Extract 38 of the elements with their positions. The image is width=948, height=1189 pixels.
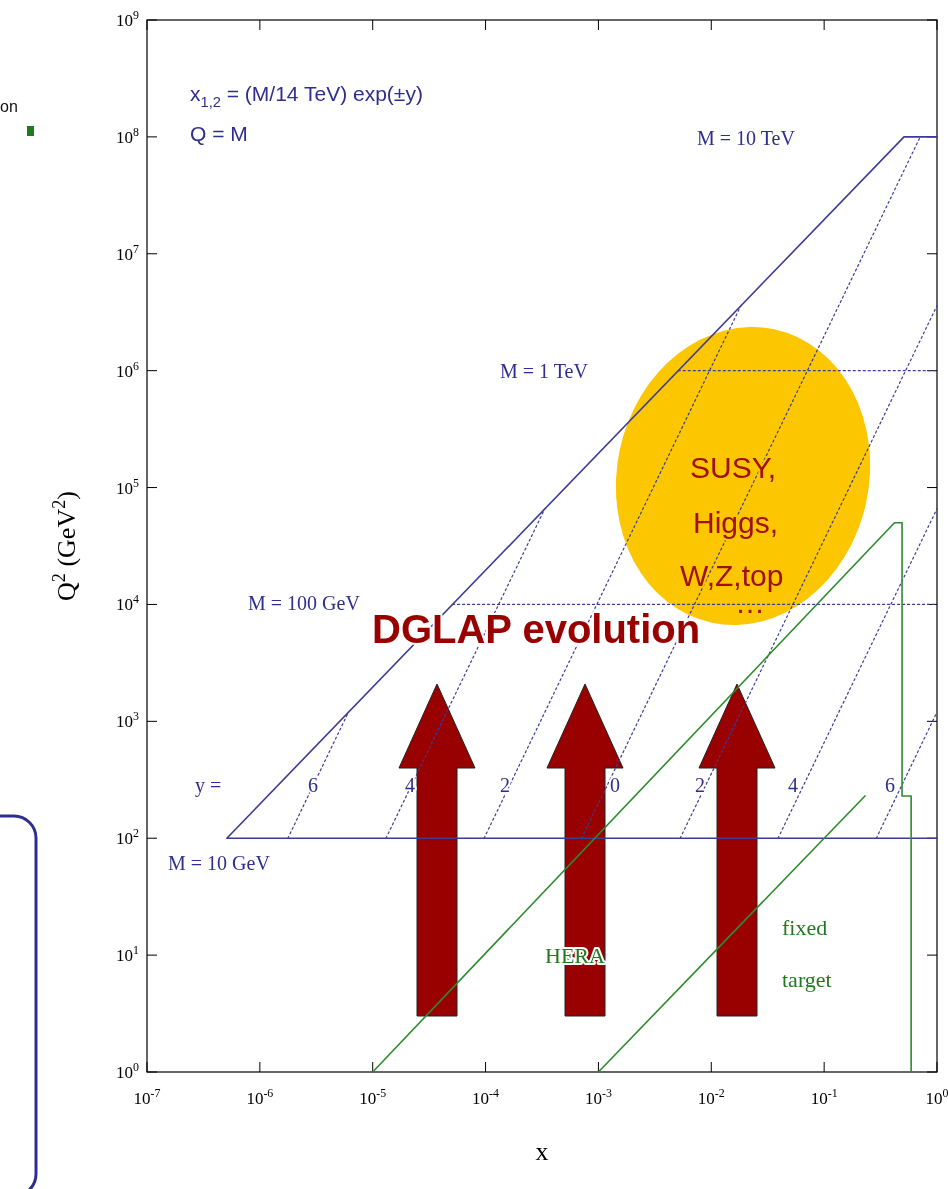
annotation: 4: [405, 773, 415, 796]
x-tick-label: 10$^{-6}$: [246, 1086, 274, 1108]
x-tick-label: 10$^{-2}$: [697, 1086, 725, 1108]
y-tick-label: 10$^{0}$: [116, 1060, 140, 1082]
y-tick-label: 10$^{4}$: [116, 592, 140, 615]
annotation: Higgs,: [693, 505, 779, 539]
annotation: 0: [610, 773, 620, 796]
annotation: M = 10 TeV: [697, 126, 796, 149]
annotation: fixed: [782, 915, 828, 941]
x-tick-label: 10$^{0}$: [925, 1086, 948, 1108]
y-tick-label: 10$^{8}$: [116, 124, 140, 147]
annotation: Q = M: [190, 121, 248, 145]
annotation: 2: [500, 773, 510, 796]
annotation: 6: [885, 773, 895, 796]
y-tick-label: 10$^{5}$: [116, 475, 140, 498]
x-tick-label: 10$^{-4}$: [472, 1086, 500, 1108]
annotation: target: [782, 967, 832, 993]
x-tick-label: 10$^{-7}$: [133, 1086, 161, 1108]
x-axis-title: x: [535, 1137, 549, 1166]
annotation: x$_{1,2}$ = (M/14 TeV) exp(±y): [190, 81, 423, 110]
y-tick-label: 10$^{9}$: [116, 8, 140, 30]
y-tick-label: 10$^{3}$: [116, 709, 140, 732]
annotation: SUSY,: [690, 450, 777, 484]
annotation: y =: [195, 773, 222, 797]
x-tick-label: 10$^{-1}$: [810, 1086, 838, 1108]
x-tick-label: 10$^{-3}$: [584, 1086, 612, 1108]
annotation: M = 10 GeV: [168, 851, 271, 874]
x-tick-label: 10$^{-5}$: [359, 1086, 387, 1108]
y-tick-label: 10$^{1}$: [116, 943, 140, 966]
y-tick-label: 10$^{6}$: [116, 358, 140, 381]
text: on: [0, 98, 18, 116]
annotation: 6: [308, 773, 318, 796]
annotation: M = 1 TeV: [500, 359, 589, 382]
y-tick-label: 10$^{2}$: [116, 826, 140, 849]
y-tick-label: 10$^{7}$: [116, 241, 140, 264]
annotation: 2: [695, 773, 705, 796]
annotation: 4: [788, 773, 798, 796]
annotation: M = 100 GeV: [248, 591, 361, 614]
